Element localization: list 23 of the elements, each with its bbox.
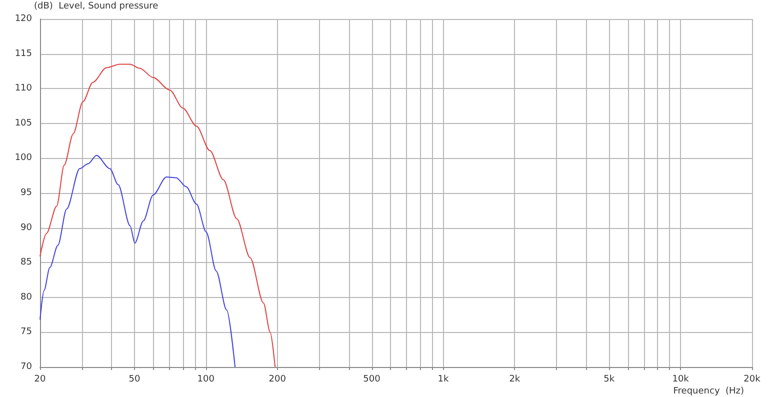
y-tick-label: 80	[20, 292, 32, 302]
y-tick-label: 100	[14, 153, 32, 164]
x-tick-label: 500	[363, 374, 381, 384]
y-tick-label: 70	[20, 362, 32, 372]
x-tick-label: 100	[197, 374, 215, 384]
x-tick-label: 2k	[509, 374, 521, 384]
x-tick-label: 5k	[604, 374, 616, 384]
y-tick-label: 90	[20, 222, 32, 233]
y-tick-label: 120	[14, 14, 32, 24]
y-tick-label: 75	[20, 327, 32, 338]
x-tick-label: 1k	[438, 374, 450, 384]
y-tick-label: 85	[20, 258, 32, 268]
y-axis-title: (dB) Level, Sound pressure	[34, 2, 159, 12]
y-tick-label: 110	[14, 84, 32, 94]
x-tick-label: 20k	[744, 374, 762, 384]
x-axis-title: Frequency (Hz)	[673, 386, 744, 396]
y-tick-label: 115	[14, 48, 32, 59]
y-tick-label: 105	[14, 118, 32, 128]
x-tick-label: 20	[34, 374, 46, 384]
x-tick-label: 50	[128, 374, 140, 384]
x-tick-label: 10k	[672, 374, 690, 384]
x-tick-label: 200	[268, 374, 286, 384]
y-tick-label: 95	[20, 188, 32, 198]
